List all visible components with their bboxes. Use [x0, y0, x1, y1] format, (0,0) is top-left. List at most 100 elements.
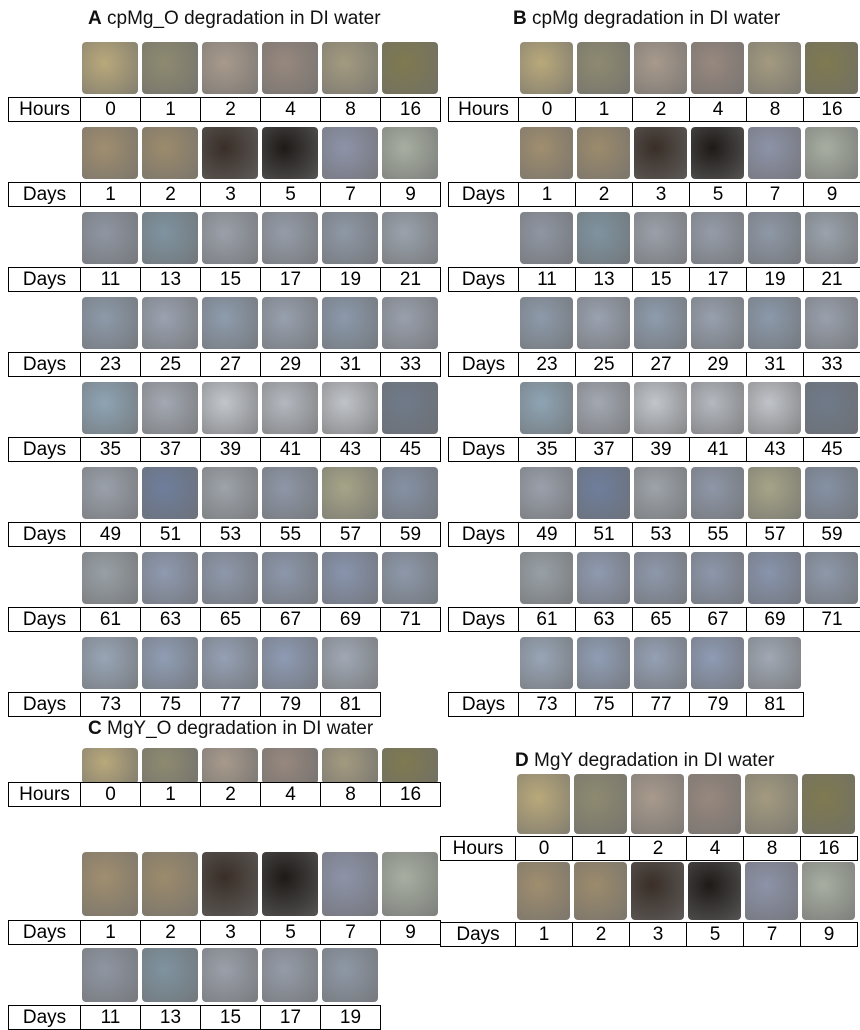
time-value: 69: [320, 607, 381, 632]
sample-photo: [745, 774, 798, 834]
sample-photo: [322, 948, 378, 1002]
time-value: 79: [260, 692, 321, 717]
sample-photo: [262, 948, 318, 1002]
time-value: 45: [803, 437, 860, 462]
time-value: 69: [746, 607, 804, 632]
sample-photo: [634, 637, 687, 689]
sample-photo: [520, 552, 573, 604]
sample-photo: [322, 297, 378, 349]
time-value: 63: [575, 607, 633, 632]
panel-title: C MgY_O degradation in DI water: [88, 718, 373, 740]
time-value: 7: [320, 182, 381, 207]
time-value: 61: [80, 607, 141, 632]
time-value: 2: [200, 782, 261, 807]
time-value: 5: [686, 922, 744, 947]
time-value: 16: [800, 836, 858, 861]
sample-photo: [142, 948, 198, 1002]
time-value: 0: [80, 97, 141, 122]
time-value: 17: [689, 267, 747, 292]
time-value: 15: [632, 267, 690, 292]
time-value: 8: [746, 97, 804, 122]
time-value: 71: [803, 607, 860, 632]
time-value: 53: [632, 522, 690, 547]
panel-letter: A: [88, 8, 102, 29]
sample-photo: [262, 637, 318, 689]
time-value: 43: [320, 437, 381, 462]
time-value: 9: [803, 182, 860, 207]
time-value: 77: [200, 692, 261, 717]
time-unit: Hours: [8, 97, 81, 122]
time-value: 41: [689, 437, 747, 462]
sample-photo: [691, 42, 744, 94]
time-value: 63: [140, 607, 201, 632]
sample-photo: [748, 297, 801, 349]
time-value: 8: [320, 97, 381, 122]
sample-photo: [82, 42, 138, 94]
time-unit: Hours: [8, 782, 81, 807]
sample-photo: [82, 212, 138, 264]
time-value: 23: [80, 352, 141, 377]
time-value: 11: [80, 1005, 141, 1030]
time-value: 16: [380, 782, 441, 807]
time-value: 11: [518, 267, 576, 292]
time-value: 59: [803, 522, 860, 547]
time-value: 4: [260, 782, 321, 807]
sample-photo: [82, 948, 138, 1002]
time-value: 1: [140, 97, 201, 122]
sample-photo: [517, 862, 570, 920]
sample-photo: [202, 637, 258, 689]
sample-photo: [142, 467, 198, 519]
sample-photo: [691, 127, 744, 179]
time-value: 9: [800, 922, 858, 947]
sample-photo: [202, 552, 258, 604]
sample-photo: [805, 382, 858, 434]
sample-photo: [202, 467, 258, 519]
sample-photo: [82, 748, 138, 784]
time-value: 0: [518, 97, 576, 122]
time-value: 1: [140, 782, 201, 807]
sample-photo: [691, 552, 744, 604]
sample-photo: [517, 774, 570, 834]
sample-photo: [691, 382, 744, 434]
sample-photo: [202, 852, 258, 916]
sample-photo: [691, 637, 744, 689]
sample-photo: [142, 552, 198, 604]
time-value: 0: [80, 782, 141, 807]
sample-photo: [520, 42, 573, 94]
sample-photo: [520, 127, 573, 179]
time-unit: Days: [8, 522, 81, 547]
sample-photo: [142, 297, 198, 349]
time-value: 71: [380, 607, 441, 632]
sample-photo: [82, 382, 138, 434]
sample-photo: [262, 297, 318, 349]
time-value: 1: [515, 922, 573, 947]
time-unit: Hours: [448, 97, 519, 122]
time-unit: Days: [448, 352, 519, 377]
time-value: 23: [518, 352, 576, 377]
sample-photo: [748, 212, 801, 264]
sample-photo: [688, 862, 741, 920]
panel-letter: B: [513, 8, 527, 29]
time-value: 59: [380, 522, 441, 547]
sample-photo: [805, 127, 858, 179]
time-value: 11: [80, 267, 141, 292]
time-value: 2: [572, 922, 630, 947]
sample-photo: [577, 212, 630, 264]
time-value: 31: [320, 352, 381, 377]
sample-photo: [142, 637, 198, 689]
sample-photo: [142, 42, 198, 94]
time-value: 8: [743, 836, 801, 861]
panel-title-text: cpMg_O degradation in DI water: [102, 8, 381, 29]
sample-photo: [262, 212, 318, 264]
sample-photo: [82, 297, 138, 349]
time-value: 1: [572, 836, 630, 861]
sample-photo: [805, 42, 858, 94]
time-value: 19: [320, 1005, 381, 1030]
time-value: 15: [200, 267, 261, 292]
sample-photo: [802, 774, 855, 834]
sample-photo: [634, 552, 687, 604]
time-unit: Days: [448, 522, 519, 547]
time-unit: Days: [8, 352, 81, 377]
time-value: 31: [746, 352, 804, 377]
time-value: 16: [803, 97, 860, 122]
